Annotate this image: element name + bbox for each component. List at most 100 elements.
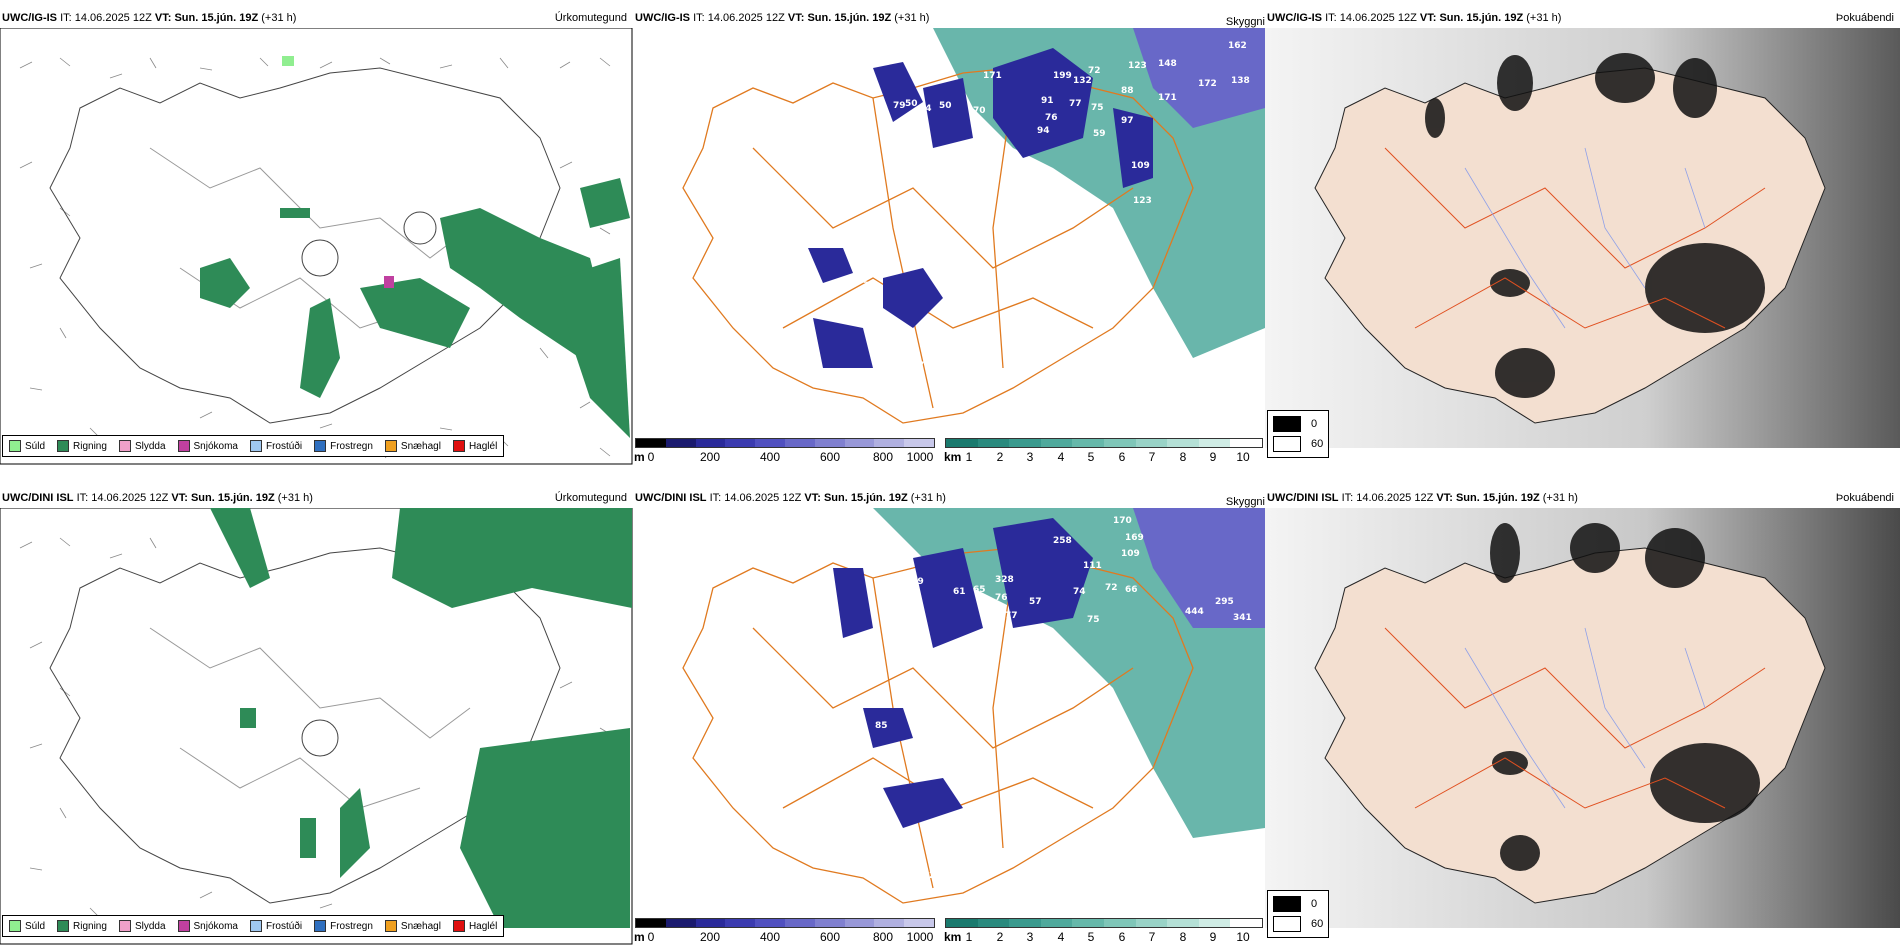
svg-text:56: 56 bbox=[893, 615, 906, 625]
precip-legend: Súld Rigning Slydda Snjókoma Frostúði Fr… bbox=[2, 915, 505, 937]
svg-text:75: 75 bbox=[1087, 615, 1100, 625]
precip-map bbox=[0, 28, 633, 465]
svg-text:170: 170 bbox=[1113, 516, 1132, 526]
fog-legend-swatch-60 bbox=[1273, 916, 1301, 932]
cloud-map: 199 132 72 123 148 162 172 138 171 88 91… bbox=[682, 28, 1265, 424]
svg-text:123: 123 bbox=[1133, 196, 1152, 206]
cloud-map: 258 170 169 109 929 111 72 66 295 341 44… bbox=[682, 508, 1265, 904]
panel-title: UWC/DINI ISL IT: 14.06.2025 12Z VT: Sun.… bbox=[635, 492, 946, 504]
cloud-panel-row1: UWC/IG-IS IT: 14.06.2025 12Z VT: Sun. 15… bbox=[633, 10, 1265, 465]
legend-swatch-rigning bbox=[57, 440, 70, 452]
panel-title: UWC/IG-IS IT: 14.06.2025 12Z VT: Sun. 15… bbox=[1267, 12, 1562, 24]
ceiling-colorbar: m 0 200 400 600 800 1000 bbox=[634, 438, 935, 464]
panel-title: UWC/DINI ISL IT: 14.06.2025 12Z VT: Sun.… bbox=[2, 492, 313, 504]
fog-dark-patches bbox=[1490, 523, 1760, 871]
precip-map bbox=[0, 508, 633, 945]
panel-type-label: Skyggni bbox=[1225, 16, 1265, 28]
svg-text:52: 52 bbox=[783, 128, 796, 138]
panel-type-label: Skyggni bbox=[1225, 496, 1265, 508]
visibility-colorbar: km 1 2 3 4 5 6 7 8 9 10 bbox=[944, 918, 1263, 944]
svg-text:169: 169 bbox=[1125, 533, 1144, 543]
legend-swatch-snjokoma bbox=[177, 920, 190, 932]
svg-text:72: 72 bbox=[1105, 583, 1118, 593]
svg-text:57: 57 bbox=[1029, 597, 1042, 607]
precip-panel-row2: UWC/DINI ISL IT: 14.06.2025 12Z VT: Sun.… bbox=[0, 490, 633, 945]
svg-text:341: 341 bbox=[1233, 613, 1252, 623]
legend-swatch-slydda bbox=[118, 920, 131, 932]
visibility-colorbar-strip bbox=[945, 438, 1263, 448]
legend-swatch-frostudi bbox=[249, 440, 262, 452]
legend-swatch-snjokoma bbox=[177, 440, 190, 452]
ceiling-colorbar-strip bbox=[635, 918, 935, 928]
svg-text:70: 70 bbox=[918, 361, 931, 371]
svg-text:76: 76 bbox=[1045, 113, 1058, 123]
svg-text:258: 258 bbox=[1053, 536, 1072, 546]
svg-text:50: 50 bbox=[939, 101, 952, 111]
rain-areas bbox=[200, 178, 630, 438]
legend-swatch-haglel bbox=[452, 440, 465, 452]
fog-legend-swatch-0 bbox=[1273, 896, 1301, 912]
legend-swatch-snaehagl bbox=[384, 440, 397, 452]
legend-swatch-sudl bbox=[9, 920, 21, 932]
svg-text:97: 97 bbox=[1013, 631, 1026, 641]
panel-title: UWC/DINI ISL IT: 14.06.2025 12Z VT: Sun.… bbox=[1267, 492, 1578, 504]
visibility-colorbar-strip bbox=[945, 918, 1263, 928]
precip-panel-row1: UWC/IG-IS IT: 14.06.2025 12Z VT: Sun. 15… bbox=[0, 10, 633, 465]
svg-text:61: 61 bbox=[885, 131, 898, 141]
svg-text:94: 94 bbox=[1037, 126, 1050, 136]
drizzle-patch bbox=[282, 56, 294, 66]
svg-text:97: 97 bbox=[1121, 116, 1134, 126]
svg-text:77: 77 bbox=[1069, 99, 1082, 109]
svg-text:444: 444 bbox=[1185, 607, 1204, 617]
legend-swatch-haglel bbox=[452, 920, 465, 932]
svg-text:171: 171 bbox=[983, 71, 1002, 81]
svg-text:90: 90 bbox=[1045, 641, 1058, 651]
ceiling-colorbar-strip bbox=[635, 438, 935, 448]
svg-text:111: 111 bbox=[1083, 561, 1102, 571]
svg-text:77: 77 bbox=[1005, 611, 1018, 621]
fog-panel-row1: UWC/IG-IS IT: 14.06.2025 12Z VT: Sun. 15… bbox=[1265, 10, 1900, 465]
panel-title: UWC/IG-IS IT: 14.06.2025 12Z VT: Sun. 15… bbox=[2, 12, 297, 24]
svg-text:88: 88 bbox=[1121, 86, 1134, 96]
ceiling-colorbar: m 0 200 400 600 800 1000 bbox=[634, 918, 935, 944]
fog-legend-swatch-60 bbox=[1273, 436, 1301, 452]
svg-text:59: 59 bbox=[1093, 129, 1106, 139]
svg-text:64: 64 bbox=[1001, 321, 1014, 331]
visibility-colorbar: km 1 2 3 4 5 6 7 8 9 10 bbox=[944, 438, 1263, 464]
precip-legend: Súld Rigning Slydda Snjókoma Frostúði Fr… bbox=[2, 435, 505, 457]
svg-text:123: 123 bbox=[1128, 61, 1147, 71]
svg-text:36: 36 bbox=[863, 281, 876, 291]
svg-text:74: 74 bbox=[919, 104, 932, 114]
panel-type-label: Úrkomutegund bbox=[554, 12, 627, 24]
svg-text:22: 22 bbox=[929, 871, 942, 881]
svg-text:109: 109 bbox=[1131, 161, 1150, 171]
svg-text:199: 199 bbox=[1053, 71, 1072, 81]
svg-text:172: 172 bbox=[1198, 79, 1217, 89]
fog-map bbox=[1265, 28, 1900, 448]
svg-text:63: 63 bbox=[895, 147, 908, 157]
panel-type-label: Úrkomutegund bbox=[554, 492, 627, 504]
svg-text:132: 132 bbox=[1073, 76, 1092, 86]
low-ceiling bbox=[833, 518, 1093, 828]
svg-text:295: 295 bbox=[1215, 597, 1234, 607]
svg-text:85: 85 bbox=[875, 721, 888, 731]
svg-text:162: 162 bbox=[1228, 41, 1247, 51]
svg-text:138: 138 bbox=[1231, 76, 1250, 86]
svg-text:76: 76 bbox=[995, 593, 1008, 603]
svg-text:109: 109 bbox=[1121, 549, 1140, 559]
svg-text:74: 74 bbox=[1073, 587, 1086, 597]
fog-dark-patches bbox=[1425, 53, 1765, 398]
svg-text:66: 66 bbox=[1125, 585, 1138, 595]
fog-panel-row2: UWC/DINI ISL IT: 14.06.2025 12Z VT: Sun.… bbox=[1265, 490, 1900, 945]
panel-title: UWC/IG-IS IT: 14.06.2025 12Z VT: Sun. 15… bbox=[635, 12, 930, 24]
svg-text:72: 72 bbox=[1088, 66, 1101, 76]
svg-text:91: 91 bbox=[1041, 96, 1054, 106]
cloud-ceiling-values: 258 170 169 109 929 111 72 66 295 341 44… bbox=[875, 516, 1252, 881]
svg-text:79: 79 bbox=[893, 101, 906, 111]
legend-swatch-frostregn bbox=[314, 440, 327, 452]
svg-text:61: 61 bbox=[953, 587, 966, 597]
cloud-panel-row2: UWC/DINI ISL IT: 14.06.2025 12Z VT: Sun.… bbox=[633, 490, 1265, 945]
svg-text:171: 171 bbox=[1158, 93, 1177, 103]
legend-swatch-slydda bbox=[118, 440, 131, 452]
sea-visibility bbox=[873, 508, 1265, 838]
